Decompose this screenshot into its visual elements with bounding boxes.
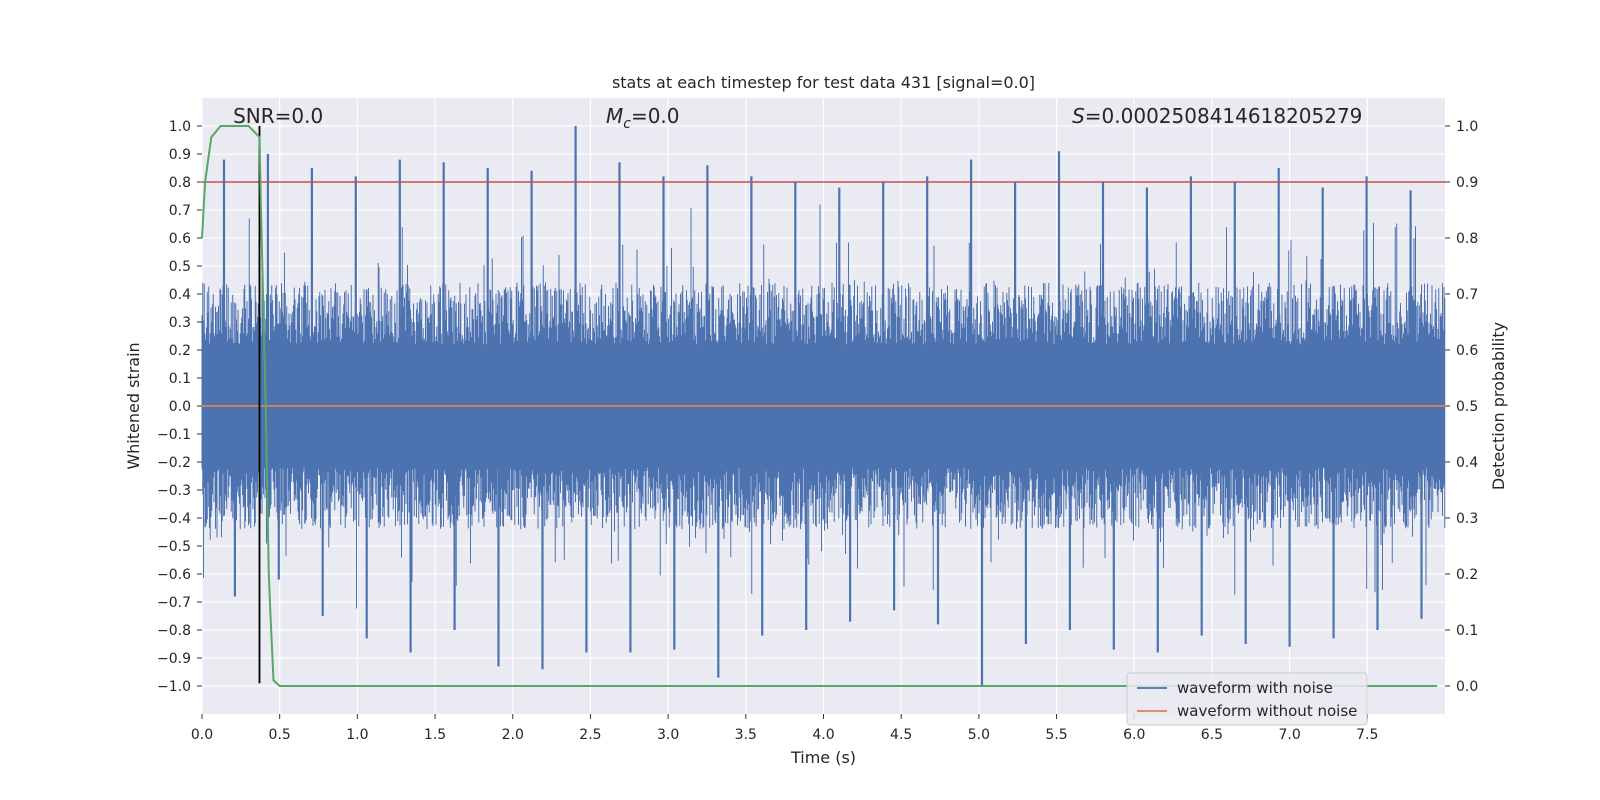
y2-tick-label: 0.9 bbox=[1456, 175, 1478, 191]
chirp-mass-subscript: c bbox=[623, 116, 631, 132]
overlay-lines bbox=[201, 125, 1445, 687]
y2-tick-label: 1.0 bbox=[1456, 119, 1478, 135]
x-tick-label: 1.5 bbox=[424, 727, 446, 743]
y-tick-label: −0.1 bbox=[157, 427, 191, 443]
waveform-with-noise-peaks bbox=[222, 126, 1423, 686]
y2-tick-label: 0.8 bbox=[1456, 231, 1478, 247]
y-tick-label: −0.4 bbox=[157, 511, 191, 527]
x-tick-label: 5.0 bbox=[968, 727, 990, 743]
x-tick-label: 0.0 bbox=[191, 727, 213, 743]
y-axis-label: Whitened strain bbox=[124, 342, 143, 469]
y-tick-label: 0.1 bbox=[169, 371, 191, 387]
waveform-with-noise-trace bbox=[201, 204, 1446, 609]
y-tick-label: −0.5 bbox=[157, 539, 191, 555]
y-tick-label: 0.4 bbox=[169, 287, 191, 303]
y2-axis-label: Detection probability bbox=[1489, 322, 1508, 490]
x-tick-label: 6.5 bbox=[1201, 727, 1223, 743]
y-tick-label: 1.0 bbox=[169, 119, 191, 135]
chirp-mass-symbol: M bbox=[606, 104, 623, 128]
y-tick-label: −0.6 bbox=[157, 567, 191, 583]
y2-tick-label: 0.1 bbox=[1456, 623, 1478, 639]
y2-tick-label: 0.5 bbox=[1456, 399, 1478, 415]
axes: 0.0 0.5 1.0 1.5 2.0 2.5 3.0 3.5 4.0 4.5 5.0 5.5 6.0 6… bbox=[157, 119, 1478, 743]
chart-title: stats at each timestep for test data 431… bbox=[612, 73, 1035, 92]
y-tick-label: 0.0 bbox=[169, 399, 191, 415]
s-value: =0.0002508414618205279 bbox=[1085, 104, 1363, 128]
legend-label-waveform-with-noise: waveform with noise bbox=[1177, 679, 1333, 697]
y-tick-label: 0.7 bbox=[169, 203, 191, 219]
y-tick-label: −0.9 bbox=[157, 651, 191, 667]
snr-annotation: SNR=0.0 bbox=[233, 104, 323, 128]
legend-box bbox=[1126, 672, 1368, 726]
y-tick-label: −0.2 bbox=[157, 455, 191, 471]
y-tick-label: 0.2 bbox=[169, 343, 191, 359]
y2-tick-label: 0.3 bbox=[1456, 511, 1478, 527]
y2-tick-label: 0.4 bbox=[1456, 455, 1478, 471]
y-tick-label: −0.3 bbox=[157, 483, 191, 499]
y2-tick-label: 0.2 bbox=[1456, 567, 1478, 583]
y-tick-label: 0.6 bbox=[169, 231, 191, 247]
y-tick-label: 0.3 bbox=[169, 315, 191, 331]
x-tick-label: 5.5 bbox=[1045, 727, 1067, 743]
y2-tick-label: 0.0 bbox=[1456, 679, 1478, 695]
x-tick-label: 0.5 bbox=[269, 727, 291, 743]
y-tick-label: 0.9 bbox=[169, 147, 191, 163]
y2-tick-label: 0.6 bbox=[1456, 343, 1478, 359]
x-tick-label: 6.0 bbox=[1123, 727, 1145, 743]
y-tick-label: −0.8 bbox=[157, 623, 191, 639]
x-tick-label: 4.0 bbox=[812, 727, 834, 743]
x-axis-label: Time (s) bbox=[790, 748, 856, 767]
y2-tick-label: 0.7 bbox=[1456, 287, 1478, 303]
x-tick-label: 3.0 bbox=[657, 727, 679, 743]
s-annotation: S=0.0002508414618205279 bbox=[1072, 104, 1362, 128]
detection-probability-line bbox=[201, 125, 1438, 687]
x-tick-label: 2.5 bbox=[579, 727, 601, 743]
s-symbol: S bbox=[1072, 104, 1085, 128]
legend-label-waveform-without-noise: waveform without noise bbox=[1177, 702, 1357, 720]
x-tick-label: 3.5 bbox=[735, 727, 757, 743]
chirp-mass-annotation: Mc=0.0 bbox=[606, 104, 680, 132]
x-tick-label: 7.0 bbox=[1278, 727, 1300, 743]
y-tick-label: 0.5 bbox=[169, 259, 191, 275]
x-tick-label: 1.0 bbox=[346, 727, 368, 743]
x-tick-label: 4.5 bbox=[890, 727, 912, 743]
x-tick-label: 2.0 bbox=[502, 727, 524, 743]
chirp-mass-value: =0.0 bbox=[631, 104, 680, 128]
y-tick-label: −0.7 bbox=[157, 595, 191, 611]
y-tick-label: −1.0 bbox=[157, 679, 191, 695]
x-tick-label: 7.5 bbox=[1356, 727, 1378, 743]
legend: waveform with noise waveform without noi… bbox=[1126, 672, 1368, 726]
y-tick-label: 0.8 bbox=[169, 175, 191, 191]
